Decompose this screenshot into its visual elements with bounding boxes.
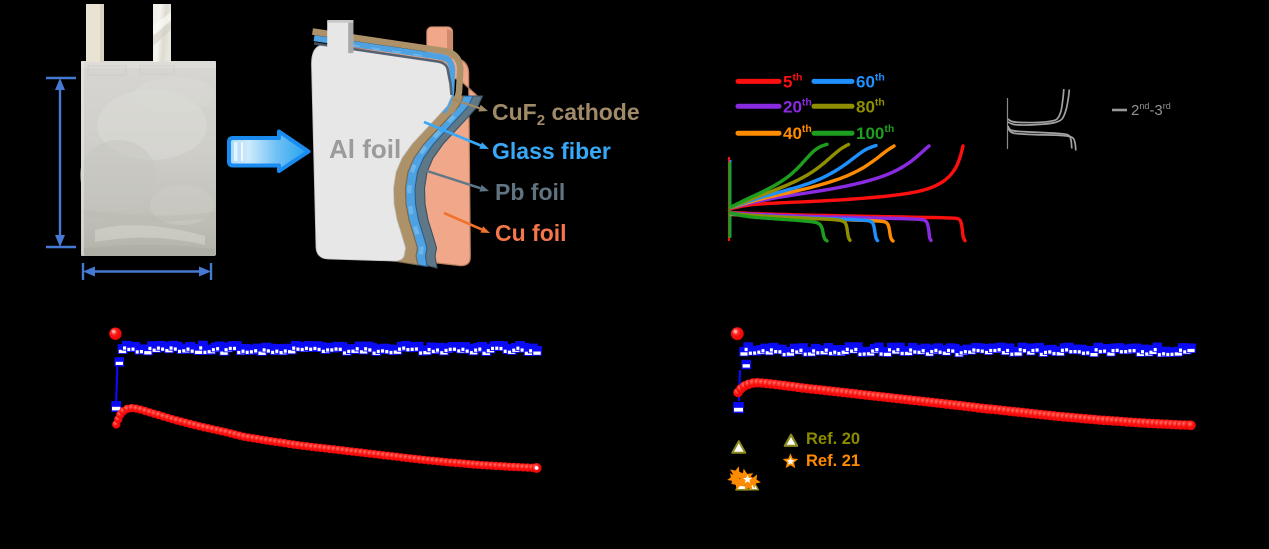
svg-text:Ref. 21: Ref. 21 <box>806 452 860 470</box>
svg-text:Ref. 20: Ref. 20 <box>806 430 860 448</box>
svg-text:Pb foil: Pb foil <box>495 179 565 205</box>
svg-text:CuF2 cathode: CuF2 cathode <box>492 99 640 129</box>
svg-text:Glass fiber: Glass fiber <box>492 138 611 164</box>
svg-text:Al foil: Al foil <box>329 134 401 164</box>
svg-text:Cu foil: Cu foil <box>495 220 567 246</box>
